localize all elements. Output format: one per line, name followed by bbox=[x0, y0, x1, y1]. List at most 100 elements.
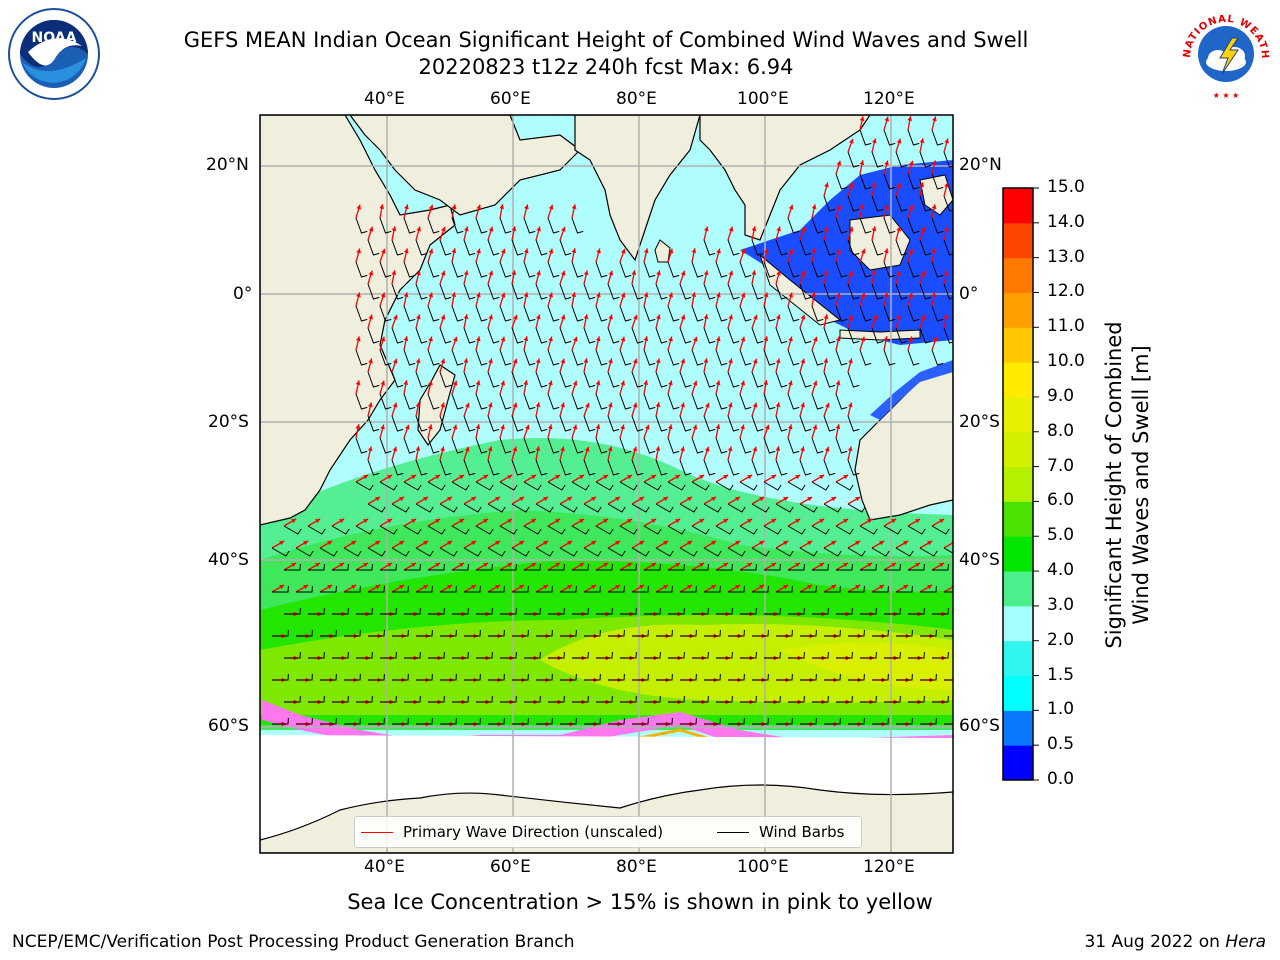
wind-barb bbox=[391, 547, 410, 557]
colorbar-segment bbox=[1003, 396, 1033, 433]
wave-direction-arrowhead bbox=[579, 563, 585, 568]
wave-direction-arrowhead bbox=[368, 270, 374, 276]
svg-text:★ ★ ★: ★ ★ ★ bbox=[1213, 91, 1240, 100]
wave-direction-arrowhead bbox=[859, 160, 865, 166]
wave-direction-arrowhead bbox=[711, 497, 717, 502]
wave-direction-arrowhead bbox=[715, 424, 721, 430]
wave-direction-arrowhead bbox=[615, 585, 621, 590]
wind-barb bbox=[560, 673, 577, 681]
wave-direction-arrowhead bbox=[440, 314, 446, 320]
wind-barb bbox=[812, 695, 829, 703]
wind-barb bbox=[464, 673, 481, 681]
wave-direction-arrowhead bbox=[572, 336, 578, 342]
wave-direction-arrowhead bbox=[327, 585, 333, 590]
wave-direction-arrowhead bbox=[524, 204, 529, 210]
wave-direction-arrowhead bbox=[819, 563, 825, 568]
wind-barb bbox=[931, 261, 944, 278]
wind-barb bbox=[752, 717, 769, 725]
wind-barb bbox=[559, 239, 572, 256]
wind-barb bbox=[595, 349, 608, 366]
wave-direction-arrowhead bbox=[399, 497, 405, 502]
wind-barb bbox=[919, 239, 932, 256]
wind-barb bbox=[740, 607, 757, 615]
wind-barb bbox=[632, 629, 649, 637]
wave-direction-arrowhead bbox=[915, 563, 921, 568]
wind-barb bbox=[620, 607, 637, 615]
wave-direction-arrowhead bbox=[375, 585, 381, 590]
wave-direction-arrowhead bbox=[871, 270, 877, 276]
wave-direction-arrowhead bbox=[507, 519, 513, 524]
wind-barb bbox=[404, 651, 421, 659]
wave-direction-arrowhead bbox=[440, 358, 446, 364]
wind-barb bbox=[811, 525, 830, 535]
wave-direction-arrowhead bbox=[703, 226, 709, 232]
wave-direction-arrowhead bbox=[451, 204, 457, 210]
colorbar-segment bbox=[1003, 501, 1033, 537]
wave-direction-arrowhead bbox=[543, 497, 549, 502]
wind-barb bbox=[692, 695, 709, 703]
wave-direction-arrowhead bbox=[399, 541, 405, 546]
wave-direction-arrowhead bbox=[836, 160, 842, 166]
wave-direction-arrowhead bbox=[867, 563, 873, 568]
wave-direction-arrowhead bbox=[416, 226, 421, 232]
wind-barb bbox=[956, 218, 967, 233]
wind-barb bbox=[716, 695, 733, 703]
wind-barb bbox=[884, 607, 901, 615]
wave-direction-arrowhead bbox=[954, 634, 958, 639]
wind-barb bbox=[356, 695, 373, 703]
wave-direction-arrowhead bbox=[847, 446, 853, 452]
wave-direction-arrowhead bbox=[848, 226, 854, 232]
wind-barb bbox=[776, 585, 793, 593]
wind-barb bbox=[523, 305, 536, 322]
wind-barb bbox=[931, 217, 944, 234]
wave-direction-arrowhead bbox=[903, 585, 909, 590]
lon-tick-bottom: 60°E bbox=[490, 857, 531, 877]
wind-barb bbox=[607, 547, 626, 557]
wind-barb bbox=[715, 437, 728, 454]
wind-barb bbox=[583, 459, 596, 476]
wave-direction-arrowhead bbox=[483, 519, 489, 524]
wind-barb bbox=[763, 349, 776, 366]
wind-barb bbox=[787, 305, 800, 322]
noaa-logo: NOAA bbox=[8, 8, 100, 100]
colorbar-segment bbox=[1003, 292, 1033, 328]
wind-barb bbox=[475, 481, 494, 491]
wave-direction-arrowhead bbox=[931, 248, 937, 254]
wind-barb bbox=[511, 415, 524, 432]
wave-direction-arrowhead bbox=[668, 292, 674, 298]
wind-barb bbox=[523, 261, 536, 278]
wind-barb bbox=[380, 563, 397, 571]
wave-direction-arrowhead bbox=[908, 248, 914, 254]
wave-direction-arrowhead bbox=[387, 475, 393, 480]
wave-direction-arrowhead bbox=[392, 446, 398, 452]
chart-subtitle: 20220823 t12z 240h fcst Max: 6.94 bbox=[418, 55, 794, 79]
wind-barb bbox=[463, 415, 476, 432]
wind-barb bbox=[403, 261, 416, 278]
wind-barb bbox=[272, 717, 289, 725]
wind-barb bbox=[703, 283, 716, 300]
wind-barb bbox=[619, 525, 638, 535]
wind-barb bbox=[751, 371, 764, 388]
wind-barb bbox=[608, 585, 625, 593]
lat-tick-left: 20°N bbox=[206, 155, 249, 175]
wind-barb bbox=[835, 349, 848, 366]
wave-direction-arrowhead bbox=[763, 380, 769, 385]
southeast-asia bbox=[699, 115, 871, 241]
wave-direction-arrowhead bbox=[883, 248, 889, 254]
wind-barb bbox=[500, 651, 517, 659]
wave-direction-arrowhead bbox=[523, 336, 529, 342]
wave-direction-arrowhead bbox=[966, 700, 970, 705]
wind-barb bbox=[908, 695, 925, 703]
colorbar-tick-label: 4.0 bbox=[1047, 560, 1075, 581]
wind-barb bbox=[475, 305, 488, 322]
wind-barb bbox=[451, 349, 464, 366]
wind-barb bbox=[680, 585, 697, 593]
wave-direction-arrowhead bbox=[775, 402, 781, 408]
wave-direction-arrowhead bbox=[495, 541, 501, 546]
wind-barb bbox=[439, 239, 452, 256]
wind-barb bbox=[331, 525, 350, 535]
wave-direction-arrowhead bbox=[651, 475, 657, 480]
wave-direction-arrowhead bbox=[835, 424, 841, 430]
wind-barb bbox=[836, 607, 853, 615]
wave-direction-arrowhead bbox=[891, 519, 897, 524]
